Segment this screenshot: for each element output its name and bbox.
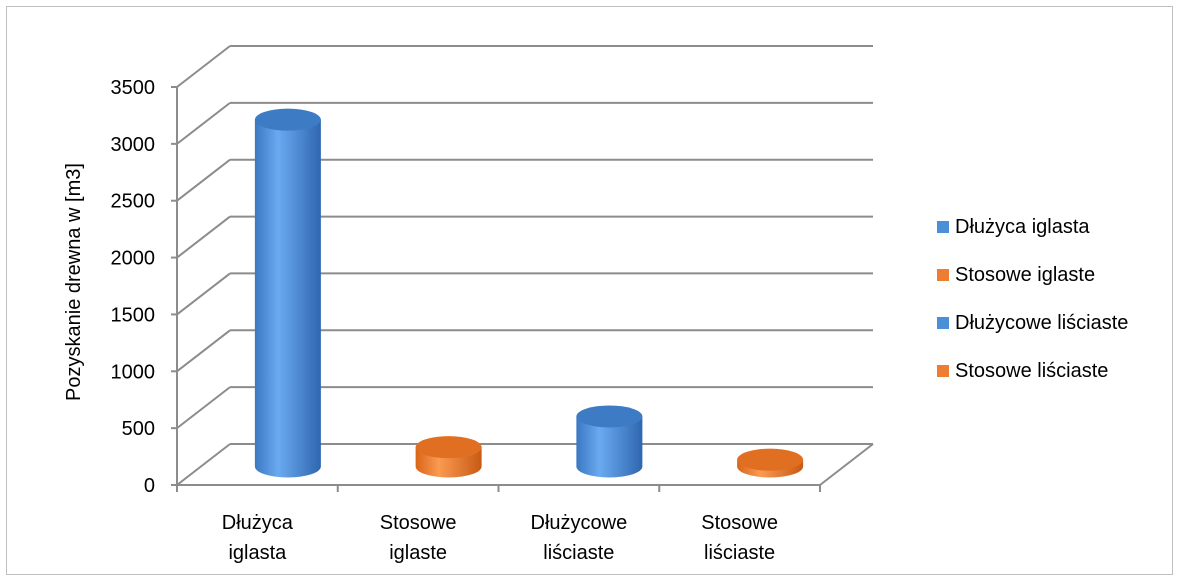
legend-label: Dłużycowe liściaste [955, 312, 1128, 334]
y-tick-label: 3500 [111, 77, 156, 99]
bar-body [254, 119, 321, 478]
legend-label: Dłużyca iglasta [955, 216, 1090, 238]
bar-top [415, 436, 482, 459]
x-tick-label: Stosowe [701, 512, 778, 534]
bar-top [576, 405, 643, 428]
chart-frame: 0 500 1000 1500 2000 2500 3000 3500 Dłużyca iglas… [6, 6, 1173, 575]
y-tick-label: 1000 [111, 361, 156, 383]
bar [737, 448, 804, 478]
gridline-side [176, 45, 231, 88]
floor-edge [819, 443, 874, 486]
bar [576, 405, 643, 478]
chart-svg: 0 500 1000 1500 2000 2500 3000 3500 Dłużyca iglas… [63, 45, 1128, 564]
gridline-side [176, 158, 231, 202]
y-tick-label: 2000 [111, 248, 156, 270]
legend-swatch [937, 317, 949, 329]
grid-layer [176, 45, 874, 486]
y-tick-label: 2500 [111, 191, 156, 213]
x-tick-label: Dłużyca [222, 512, 294, 534]
legend-swatch [937, 269, 949, 281]
x-tick-label: liściaste [543, 542, 614, 564]
gridline-side [176, 329, 231, 373]
y-tick-label: 1500 [111, 304, 156, 326]
x-tick-label: iglaste [389, 542, 447, 564]
x-tick-label: Dłużycowe [531, 512, 628, 534]
bar-top [737, 448, 804, 471]
axis-layer: 0 500 1000 1500 2000 2500 3000 3500 Dłużyca iglas… [111, 77, 821, 564]
gridline-side [176, 443, 231, 486]
gridline-side [176, 386, 231, 429]
y-tick-label: 3000 [111, 134, 156, 156]
gridline-side [176, 215, 231, 259]
y-tick-label: 0 [144, 475, 155, 497]
y-tick-label: 500 [122, 418, 155, 440]
legend-label: Stosowe iglaste [955, 264, 1095, 286]
bar [254, 108, 321, 478]
x-tick-label: Stosowe [380, 512, 457, 534]
legend: Dłużyca iglasta Stosowe iglaste Dłużycowe … [937, 216, 1128, 382]
bar-body [576, 416, 643, 478]
y-axis-title: Pozyskanie drewna w [m3] [63, 163, 85, 401]
bar [415, 436, 482, 478]
legend-label: Stosowe liściaste [955, 360, 1108, 382]
x-tick-label: iglasta [228, 542, 287, 564]
gridline-side [176, 272, 231, 316]
x-tick-label: liściaste [704, 542, 775, 564]
bars-layer [254, 108, 804, 478]
gridline-side [176, 102, 231, 145]
legend-swatch [937, 221, 949, 233]
bar-top [254, 108, 321, 131]
legend-swatch [937, 365, 949, 377]
